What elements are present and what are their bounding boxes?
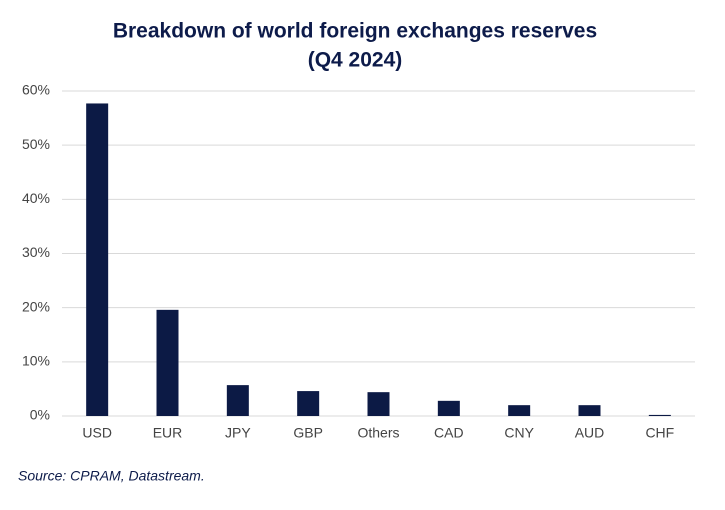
y-tick-label: 20%: [22, 298, 50, 314]
bar: [578, 405, 601, 416]
chart-title: Breakdown of world foreign exchanges res…: [113, 20, 597, 43]
y-tick-label: 10%: [22, 353, 50, 369]
x-tick-label: AUD: [575, 425, 605, 441]
bar: [156, 309, 179, 416]
bar: [86, 103, 109, 416]
y-tick-label: 0%: [30, 407, 50, 423]
x-tick-label: GBP: [293, 425, 323, 441]
x-tick-label: CHF: [645, 425, 674, 441]
x-tick-label: EUR: [153, 425, 183, 441]
x-tick-label: JPY: [225, 425, 251, 441]
x-tick-label: CAD: [434, 425, 464, 441]
y-tick-label: 40%: [22, 190, 50, 206]
y-tick-label: 50%: [22, 136, 50, 152]
y-tick-label: 60%: [22, 82, 50, 98]
bar: [367, 392, 390, 416]
x-tick-label: CNY: [504, 425, 534, 441]
chart-title: (Q4 2024): [308, 49, 403, 72]
x-tick-label: Others: [357, 425, 399, 441]
y-tick-label: 30%: [22, 244, 50, 260]
bar: [437, 400, 460, 416]
x-tick-label: USD: [82, 425, 112, 441]
bar: [648, 414, 671, 416]
source-note: Source: CPRAM, Datastream.: [18, 468, 205, 484]
bar: [226, 385, 249, 416]
bar: [508, 405, 531, 416]
bar: [297, 391, 320, 416]
